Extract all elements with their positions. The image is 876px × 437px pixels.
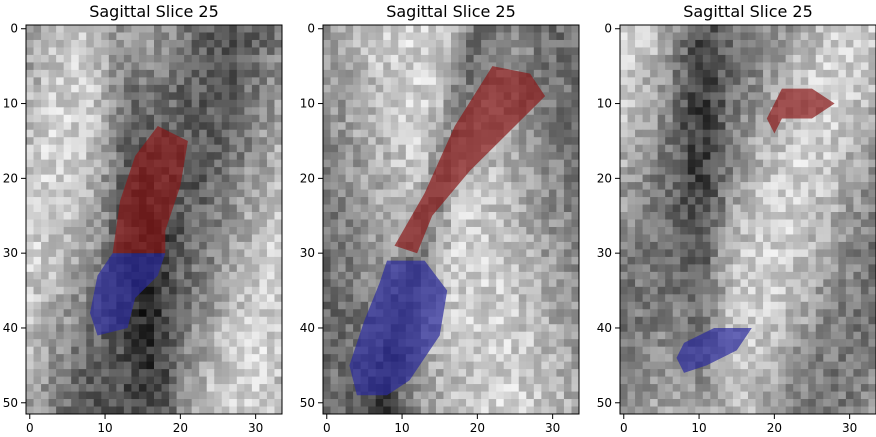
x-tick-label: 20	[173, 421, 188, 435]
x-tick-label: 30	[545, 421, 560, 435]
x-tick-label: 20	[767, 421, 782, 435]
mri-slice-image	[620, 25, 876, 414]
x-tick-label: 0	[26, 421, 34, 435]
y-tick-label: 20	[3, 171, 18, 185]
y-tick-label: 0	[604, 22, 612, 36]
y-tick-label: 30	[300, 246, 315, 260]
y-tick-label: 20	[300, 171, 315, 185]
segmentation-blue-region	[90, 253, 166, 336]
x-tick-label: 0	[323, 421, 331, 435]
x-tick-label: 30	[248, 421, 263, 435]
y-tick-label: 0	[307, 22, 315, 36]
y-tick-label: 40	[597, 321, 612, 335]
y-tick-label: 20	[597, 171, 612, 185]
y-tick-label: 30	[3, 246, 18, 260]
axes-frame	[619, 24, 876, 415]
y-tick-label: 0	[10, 22, 18, 36]
y-tick-label: 50	[300, 396, 315, 410]
panel-2: Sagittal Slice 25 0 10 20 30 0 10 20 30 40 50	[300, 2, 580, 435]
y-tick-label: 50	[3, 396, 18, 410]
y-tick-label: 40	[300, 321, 315, 335]
y-tick-label: 10	[300, 97, 315, 111]
panel-title: Sagittal Slice 25	[683, 2, 813, 21]
x-tick-label: 10	[691, 421, 706, 435]
x-tick-label: 0	[620, 421, 628, 435]
y-tick-label: 50	[597, 396, 612, 410]
segmentation-blue-region	[349, 260, 448, 396]
axes-frame	[322, 24, 580, 415]
x-tick-label: 30	[842, 421, 857, 435]
mri-slice-image	[26, 25, 282, 414]
panel-title: Sagittal Slice 25	[89, 2, 219, 21]
x-tick-label: 10	[394, 421, 409, 435]
y-tick-label: 10	[3, 97, 18, 111]
y-tick-label: 30	[597, 246, 612, 260]
x-tick-label: 10	[97, 421, 112, 435]
axes-frame	[25, 24, 283, 415]
y-tick-label: 40	[3, 321, 18, 335]
segmentation-red-region	[112, 126, 188, 254]
y-tick-label: 10	[597, 97, 612, 111]
segmentation-red-region	[394, 66, 546, 254]
panel-1: Sagittal Slice 25 0 10 20 30 0 10 20 30 40 50	[3, 2, 283, 435]
segmentation-red-region	[766, 88, 835, 134]
x-tick-label: 20	[470, 421, 485, 435]
panel-title: Sagittal Slice 25	[386, 2, 516, 21]
panel-3: Sagittal Slice 25 0 10 20 30 0 10 20 30 40 50	[597, 2, 876, 435]
segmentation-blue-region	[676, 328, 752, 373]
